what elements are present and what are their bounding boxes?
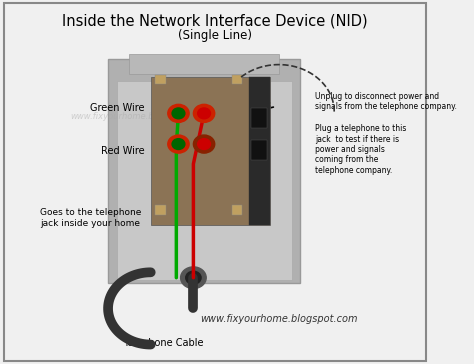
Text: Unplug to disconnect power and
signals from the telephone company.: Unplug to disconnect power and signals f… xyxy=(315,92,457,111)
Circle shape xyxy=(168,135,189,153)
Circle shape xyxy=(172,139,185,150)
FancyBboxPatch shape xyxy=(108,59,300,283)
FancyBboxPatch shape xyxy=(3,3,426,361)
FancyBboxPatch shape xyxy=(117,81,292,280)
Text: Red Wire: Red Wire xyxy=(100,146,144,156)
FancyBboxPatch shape xyxy=(155,75,166,84)
Circle shape xyxy=(186,271,201,284)
FancyBboxPatch shape xyxy=(251,141,267,160)
FancyBboxPatch shape xyxy=(129,54,279,74)
Circle shape xyxy=(181,267,206,289)
Circle shape xyxy=(198,108,210,119)
FancyBboxPatch shape xyxy=(232,75,243,84)
Text: Inside the Network Interface Device (NID): Inside the Network Interface Device (NID… xyxy=(62,14,367,29)
Text: www.fixyourhome.blogspot.com: www.fixyourhome.blogspot.com xyxy=(200,314,357,324)
FancyBboxPatch shape xyxy=(232,206,243,214)
Circle shape xyxy=(193,135,215,153)
Text: www.fixyourhome.blogspot.com: www.fixyourhome.blogspot.com xyxy=(70,112,206,122)
Text: (Single Line): (Single Line) xyxy=(178,29,252,42)
FancyBboxPatch shape xyxy=(151,77,270,225)
Text: Green Wire: Green Wire xyxy=(90,103,144,113)
Circle shape xyxy=(193,104,215,122)
FancyBboxPatch shape xyxy=(155,206,166,214)
Text: Goes to the telephone
jack inside your home: Goes to the telephone jack inside your h… xyxy=(40,209,141,228)
Text: Plug a telephone to this
jack  to test if there is
power and signals
coming from: Plug a telephone to this jack to test if… xyxy=(315,124,406,175)
FancyBboxPatch shape xyxy=(251,108,267,128)
Circle shape xyxy=(172,108,185,119)
FancyBboxPatch shape xyxy=(249,77,270,225)
Circle shape xyxy=(198,139,210,150)
Text: Telephone Cable: Telephone Cable xyxy=(123,338,204,348)
Circle shape xyxy=(168,104,189,122)
